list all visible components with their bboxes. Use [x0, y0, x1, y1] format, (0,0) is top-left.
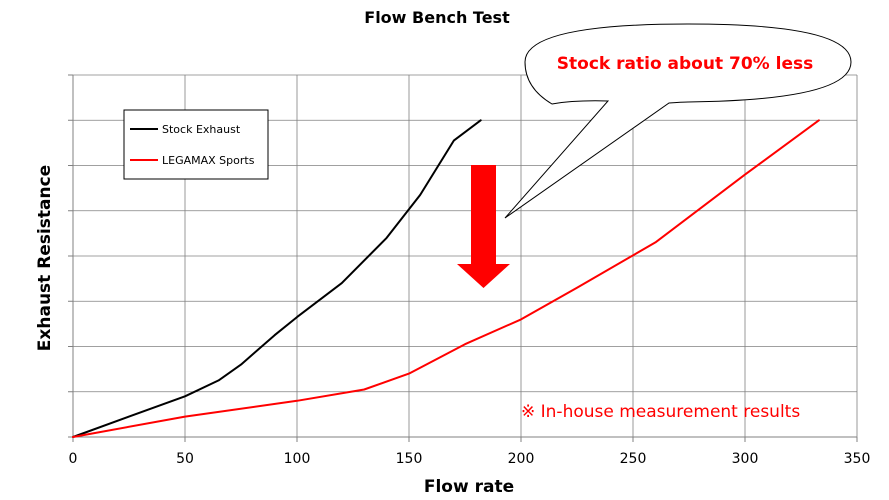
x-tick-label: 150: [396, 451, 423, 467]
series-line-1: [72, 119, 820, 438]
legend-box: [123, 109, 269, 180]
x-tick-label: 250: [620, 451, 647, 467]
x-tick-label: 300: [732, 451, 759, 467]
legend-label-legamax: LEGAMAX Sports: [162, 154, 255, 167]
callout-bubble: [504, 23, 852, 219]
series-lines: [72, 119, 820, 438]
x-tick-labels: 0 50 100 150 200 250 300 350: [69, 451, 871, 467]
measurement-note: ※ In-house measurement results: [521, 402, 800, 422]
callout-text: Stock ratio about 70% less: [557, 54, 813, 74]
x-tick-label: 0: [69, 451, 78, 467]
axes: [68, 74, 858, 442]
y-axis-label: Exhaust Resistance: [35, 165, 55, 351]
down-arrow-icon: [457, 165, 510, 288]
x-tick-label: 50: [176, 451, 194, 467]
chart-title: Flow Bench Test: [364, 8, 510, 27]
x-tick-label: 350: [844, 451, 871, 467]
series-line-0: [72, 119, 482, 438]
x-axis-label: Flow rate: [424, 477, 514, 497]
x-tick-label: 100: [284, 451, 311, 467]
x-tick-label: 200: [508, 451, 535, 467]
legend-label-stock: Stock Exhaust: [162, 123, 241, 136]
